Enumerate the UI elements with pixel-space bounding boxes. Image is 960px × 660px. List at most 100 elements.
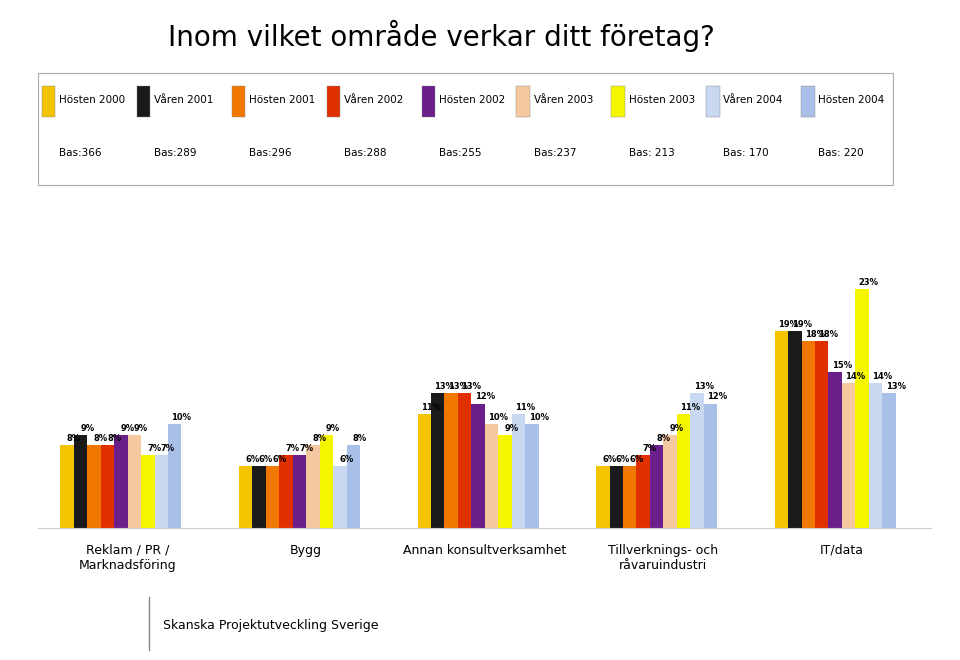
Text: 12%: 12% <box>475 393 494 401</box>
Text: 7%: 7% <box>300 444 313 453</box>
Bar <box>788 331 802 528</box>
Bar <box>869 383 882 528</box>
FancyBboxPatch shape <box>38 73 893 185</box>
Bar <box>775 331 788 528</box>
Text: 6%: 6% <box>273 455 286 464</box>
Text: 9%: 9% <box>81 424 94 432</box>
Text: Hösten 2001: Hösten 2001 <box>249 94 315 104</box>
Bar <box>707 86 720 117</box>
Bar <box>42 86 56 117</box>
Text: 8%: 8% <box>108 434 121 443</box>
Text: Hösten 2003: Hösten 2003 <box>629 94 695 104</box>
Text: Våren 2002: Våren 2002 <box>344 94 403 104</box>
Text: 10%: 10% <box>529 413 548 422</box>
Text: 11%: 11% <box>516 403 535 412</box>
Text: 7%: 7% <box>148 444 161 453</box>
Text: 9%: 9% <box>121 424 134 432</box>
Text: Våren 2003: Våren 2003 <box>534 94 593 104</box>
Bar <box>842 383 855 528</box>
Text: Skanska Projektutveckling Sverige: Skanska Projektutveckling Sverige <box>163 619 378 632</box>
Bar <box>347 445 360 528</box>
Text: Våren 2001: Våren 2001 <box>154 94 213 104</box>
Text: 8%: 8% <box>657 434 670 443</box>
Bar <box>610 466 623 528</box>
Bar <box>802 86 815 117</box>
Text: 11%: 11% <box>421 403 441 412</box>
Bar <box>882 393 896 528</box>
Bar <box>60 445 74 528</box>
Bar <box>266 466 279 528</box>
Bar <box>333 466 347 528</box>
Text: 6%: 6% <box>246 455 259 464</box>
Text: 13%: 13% <box>448 382 468 391</box>
Bar <box>444 393 458 528</box>
Bar <box>87 445 101 528</box>
Bar <box>279 455 293 528</box>
Bar <box>498 435 512 528</box>
Text: 13%: 13% <box>435 382 454 391</box>
Text: 8%: 8% <box>67 434 81 443</box>
Bar <box>306 445 320 528</box>
Bar <box>101 445 114 528</box>
Text: 13%: 13% <box>462 382 481 391</box>
Text: 9%: 9% <box>670 424 684 432</box>
Bar <box>802 341 815 528</box>
Bar <box>815 341 828 528</box>
Bar <box>612 86 625 117</box>
Bar <box>155 455 168 528</box>
Text: Inom vilket område verkar ditt företag?: Inom vilket område verkar ditt företag? <box>168 20 715 52</box>
Text: 7%: 7% <box>286 444 300 453</box>
Bar <box>512 414 525 528</box>
Text: Bas:366: Bas:366 <box>59 148 102 158</box>
Bar <box>677 414 690 528</box>
Bar <box>636 455 650 528</box>
Text: 9%: 9% <box>134 424 148 432</box>
Bar <box>485 424 498 528</box>
Bar <box>114 435 128 528</box>
Text: 23%: 23% <box>859 279 878 287</box>
Bar <box>650 445 663 528</box>
Bar <box>623 466 636 528</box>
Bar <box>239 466 252 528</box>
Bar <box>141 455 155 528</box>
Text: Hösten 2004: Hösten 2004 <box>818 94 884 104</box>
Text: 15%: 15% <box>832 362 852 370</box>
Text: Bas: 170: Bas: 170 <box>724 148 769 158</box>
Text: 18%: 18% <box>819 330 838 339</box>
Text: Våren 2004: Våren 2004 <box>724 94 782 104</box>
Text: SKANSKA: SKANSKA <box>24 618 106 633</box>
Text: 10%: 10% <box>489 413 508 422</box>
Bar <box>320 435 333 528</box>
Text: 19%: 19% <box>779 320 798 329</box>
Text: 11%: 11% <box>681 403 700 412</box>
Text: 6%: 6% <box>340 455 353 464</box>
Bar <box>168 424 181 528</box>
Bar <box>74 435 87 528</box>
Text: 14%: 14% <box>873 372 892 381</box>
Text: Hösten 2000: Hösten 2000 <box>59 94 125 104</box>
Bar <box>704 403 717 528</box>
Bar <box>663 435 677 528</box>
Text: Bas: 213: Bas: 213 <box>629 148 674 158</box>
Text: 9%: 9% <box>505 424 518 432</box>
Bar <box>516 86 530 117</box>
Text: 9%: 9% <box>326 424 340 432</box>
Text: 13%: 13% <box>886 382 905 391</box>
Text: 10%: 10% <box>172 413 191 422</box>
Text: Bas:289: Bas:289 <box>154 148 197 158</box>
Text: 12%: 12% <box>708 393 727 401</box>
Text: 7%: 7% <box>643 444 657 453</box>
Bar <box>431 393 444 528</box>
Bar <box>855 290 869 528</box>
Bar <box>525 424 539 528</box>
Text: 18%: 18% <box>805 330 825 339</box>
Bar <box>458 393 471 528</box>
Bar <box>690 393 704 528</box>
Text: Hösten 2002: Hösten 2002 <box>439 94 505 104</box>
Text: 14%: 14% <box>846 372 865 381</box>
Bar <box>293 455 306 528</box>
Text: 6%: 6% <box>259 455 273 464</box>
Text: 13%: 13% <box>694 382 713 391</box>
Bar <box>421 86 435 117</box>
Bar <box>418 414 431 528</box>
